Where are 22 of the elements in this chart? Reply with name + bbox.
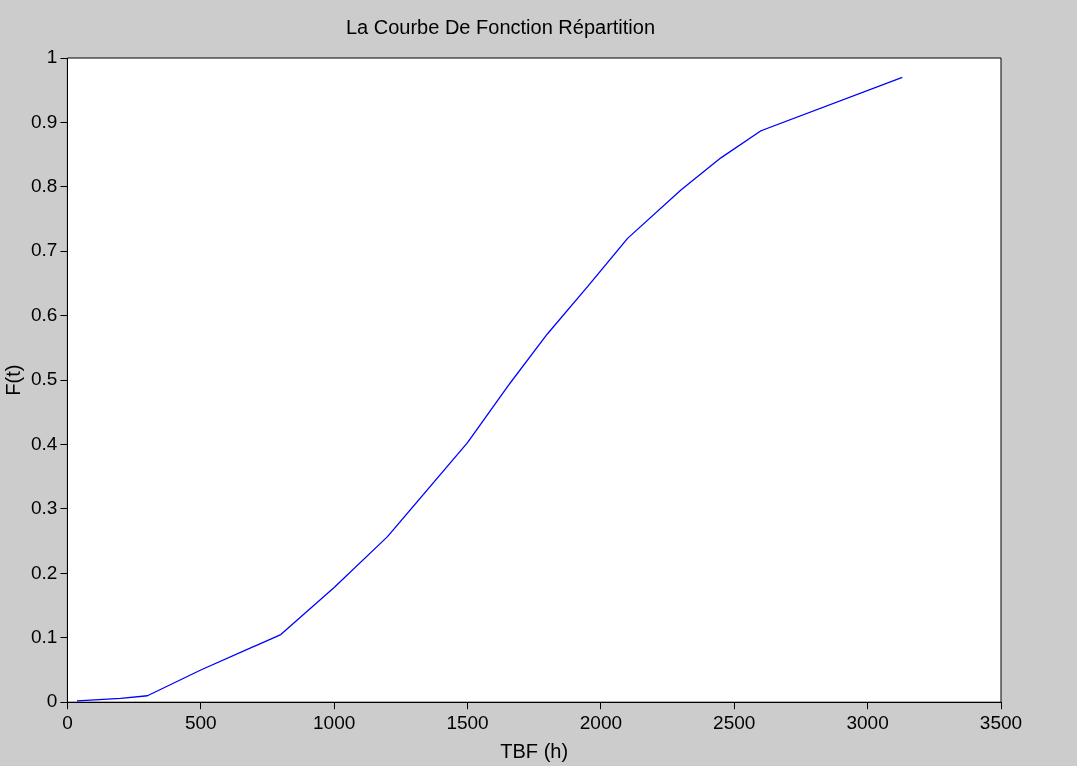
x-tick-label: 500: [184, 711, 217, 733]
x-tick-label: 3000: [846, 711, 889, 733]
x-tick-label: 2500: [713, 711, 756, 733]
y-tick-label: 0.2: [30, 561, 58, 583]
chart-title: La Courbe De Fonction Répartition: [345, 15, 656, 38]
y-tick-label: 0.8: [30, 175, 58, 197]
y-tick-label: 0.4: [30, 432, 58, 454]
x-tick-label: 1500: [446, 711, 489, 733]
y-tick-label: 0.1: [30, 626, 58, 648]
x-tick-label: 3500: [979, 711, 1023, 733]
y-tick-label: 0: [46, 690, 58, 712]
y-axis-title: F(t): [1, 364, 24, 396]
y-tick-label: 0.6: [30, 303, 58, 325]
y-tick-label: 0.3: [30, 497, 58, 519]
x-tick-label: 0: [62, 711, 73, 733]
y-tick-label: 0.9: [30, 110, 58, 132]
y-tick-label: 0.7: [30, 239, 58, 261]
x-tick-label: 2000: [579, 711, 623, 733]
x-axis-title: TBF (h): [500, 739, 569, 762]
x-tick-label: 1000: [313, 711, 356, 733]
y-tick-label: 0.5: [30, 368, 58, 390]
y-tick-label: 1: [46, 46, 58, 68]
